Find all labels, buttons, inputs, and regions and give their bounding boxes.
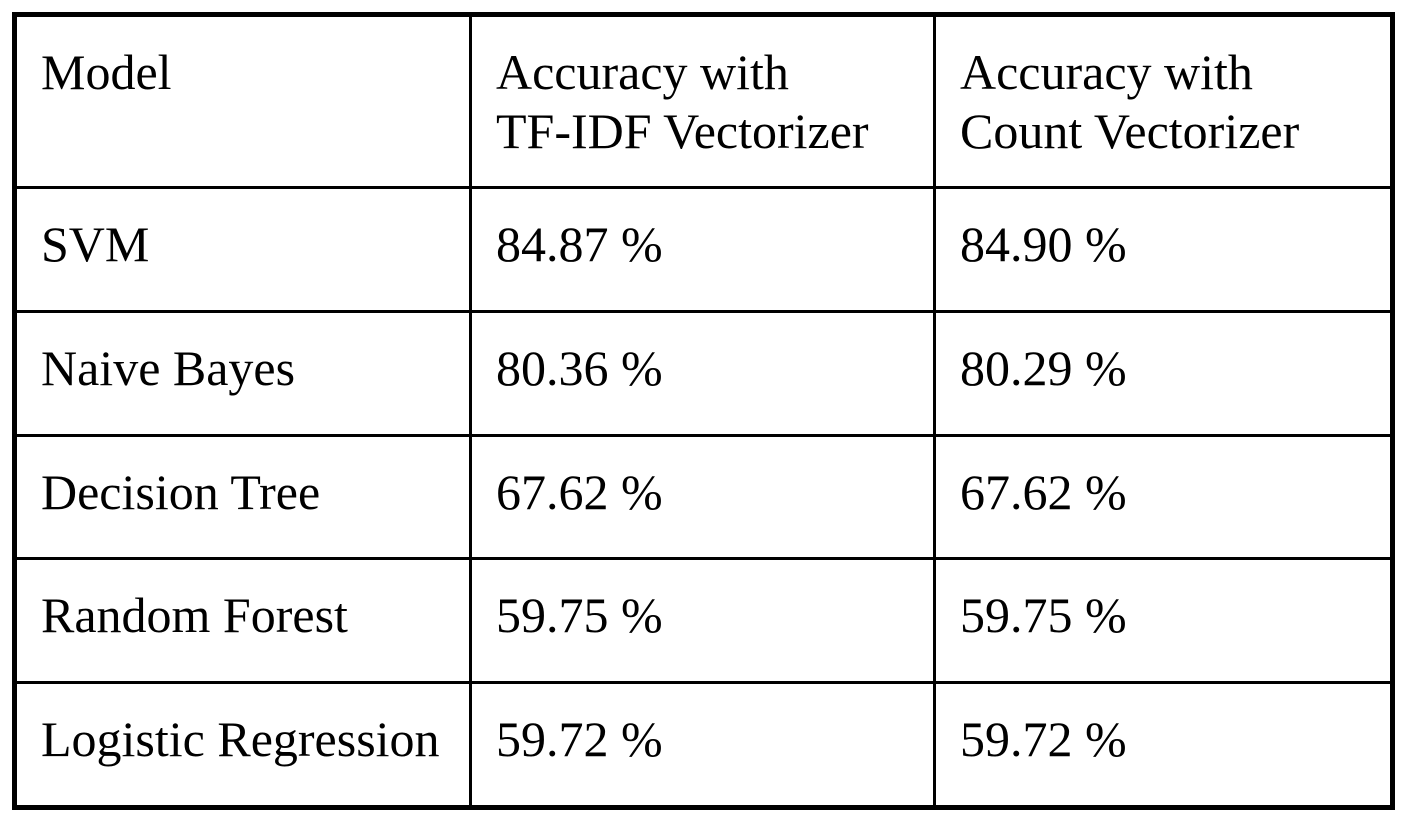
table-header-row: Model Accuracy with TF-IDF Vectorizer Accu…: [13, 13, 1394, 189]
model-name-cell: Random Forest: [13, 557, 472, 685]
table-header: Model Accuracy with TF-IDF Vectorizer Accu…: [13, 13, 1394, 189]
table-row: Decision Tree 67.62 % 67.62 %: [13, 433, 1394, 561]
column-header-model: Model: [13, 13, 472, 189]
model-name-cell: Decision Tree: [13, 433, 472, 561]
accuracy-value-cell: 59.72 %: [933, 681, 1394, 809]
table-row: Random Forest 59.75 % 59.75 %: [13, 557, 1394, 685]
table-row: SVM 84.87 % 84.90 %: [13, 186, 1394, 313]
accuracy-value-cell: 80.36 %: [469, 309, 936, 437]
model-accuracy-table: Model Accuracy with TF-IDF Vectorizer Accu…: [12, 12, 1395, 810]
accuracy-value-cell: 84.87 %: [469, 186, 936, 313]
table-row: Logistic Regression 59.72 % 59.72 %: [13, 681, 1394, 809]
accuracy-value-cell: 59.75 %: [933, 557, 1394, 685]
accuracy-value-cell: 84.90 %: [933, 186, 1394, 313]
accuracy-value-cell: 59.75 %: [469, 557, 936, 685]
accuracy-value-cell: 67.62 %: [469, 433, 936, 561]
column-header-tfidf: Accuracy with TF-IDF Vectorizer: [469, 13, 936, 189]
accuracy-value-cell: 59.72 %: [469, 681, 936, 809]
column-header-count: Accuracy with Count Vectorizer: [933, 13, 1394, 189]
accuracy-value-cell: 80.29 %: [933, 309, 1394, 437]
table-body: SVM 84.87 % 84.90 % Naive Bayes 80.36 % 80.29…: [13, 186, 1394, 809]
accuracy-value-cell: 67.62 %: [933, 433, 1394, 561]
model-name-cell: Naive Bayes: [13, 309, 472, 437]
model-name-cell: Logistic Regression: [13, 681, 472, 809]
model-name-cell: SVM: [13, 186, 472, 313]
table-row: Naive Bayes 80.36 % 80.29 %: [13, 309, 1394, 437]
